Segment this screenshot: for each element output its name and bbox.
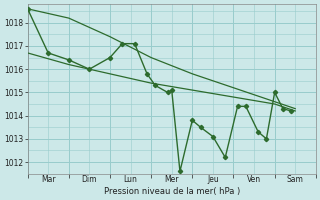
X-axis label: Pression niveau de la mer( hPa ): Pression niveau de la mer( hPa ) [104,187,240,196]
